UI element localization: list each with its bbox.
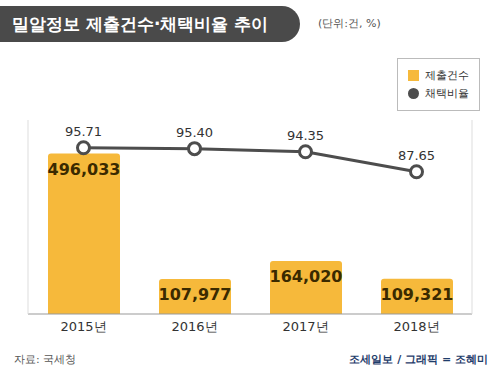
svg-text:94.35: 94.35 (287, 128, 324, 143)
html-text:채택비율: 채택비율 (425, 87, 469, 100)
svg-text:2016년: 2016년 (171, 319, 217, 334)
svg-text:2017년: 2017년 (282, 319, 328, 334)
svg-text:95.40: 95.40 (176, 125, 213, 140)
svg-text:2015년: 2015년 (60, 319, 106, 334)
svg-text:107,977: 107,977 (159, 285, 232, 304)
html-text:자료: 국세청: 자료: 국세청 (14, 353, 77, 366)
svg-text:164,020: 164,020 (270, 267, 343, 286)
svg-text:87.65: 87.65 (398, 148, 435, 163)
html-text:제출건수: 제출건수 (425, 69, 469, 82)
html-text:밀알정보 제출건수·채택비율 추이: 밀알정보 제출건수·채택비율 추이 (12, 14, 269, 34)
html-text:조세일보 / 그래픽 = 조혜미: 조세일보 / 그래픽 = 조혜미 (349, 353, 488, 366)
svg-text:95.71: 95.71 (65, 124, 102, 139)
svg-text:109,321: 109,321 (381, 285, 454, 304)
svg-text:2018년: 2018년 (393, 319, 439, 334)
html-text:(단위:건, %): (단위:건, %) (318, 17, 381, 30)
svg-text:496,033: 496,033 (48, 160, 121, 179)
